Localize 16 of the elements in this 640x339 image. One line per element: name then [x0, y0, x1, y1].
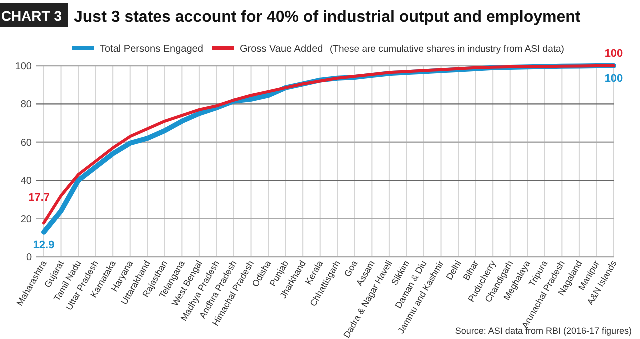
y-tick-label: 20: [20, 214, 32, 226]
data-label: 100: [604, 73, 624, 85]
data-label: 17.7: [28, 192, 50, 204]
caption: CHART 3: [1, 8, 62, 24]
data-label: 12.9: [33, 239, 55, 252]
y-tick-label: 60: [20, 138, 32, 149]
legend-label: Gross Vaue Added: [240, 44, 324, 55]
y-tick-label: 40: [20, 176, 32, 188]
chart-title: Just 3 states account for 40% of industrial output and employment: [74, 9, 582, 26]
x-tick-label: Goa: [342, 259, 360, 279]
y-tick-label: 80: [20, 100, 32, 111]
text: (These are cumulative shares in industry from ASI data): [330, 44, 564, 55]
legend-label: Total Persons Engaged: [100, 44, 204, 55]
y-tick-label: 100: [15, 62, 32, 72]
y-tick-label: 0: [26, 252, 32, 264]
data-label: 100: [604, 48, 624, 60]
